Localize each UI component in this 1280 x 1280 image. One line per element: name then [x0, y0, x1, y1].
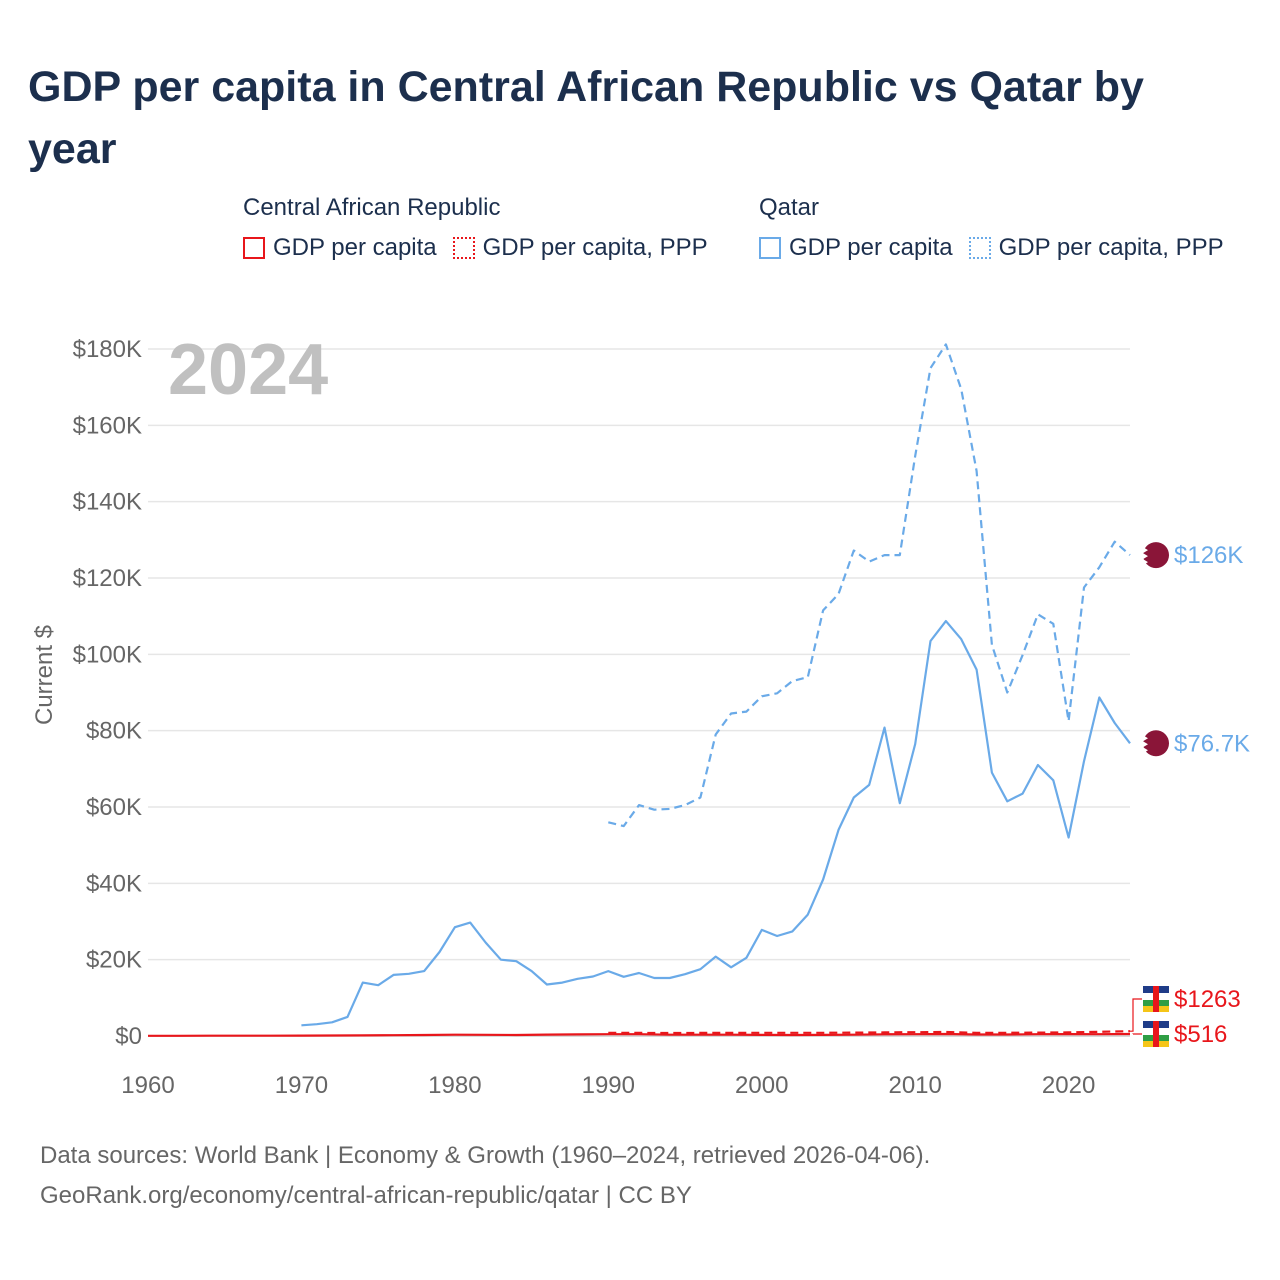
chart-title: GDP per capita in Central African Republ…	[28, 63, 1144, 173]
y-tick-label: $140K	[73, 489, 142, 516]
flag-serration	[1143, 735, 1148, 754]
x-tick-label: 1970	[275, 1072, 328, 1099]
central-african-republic-flag-icon	[1143, 1021, 1169, 1047]
x-tick-label: 2010	[888, 1072, 941, 1099]
legend-swatch-dotted	[452, 237, 475, 259]
y-tick-label: $80K	[86, 718, 142, 745]
series-line-car-ppp	[608, 1030, 1131, 1035]
series-line-qatar-gdp	[301, 619, 1131, 1027]
x-tick-label: 1980	[428, 1072, 481, 1099]
y-tick-label: $0	[115, 1023, 142, 1050]
legend-item-qatar-gdp[interactable]: GDP per capita	[759, 234, 953, 262]
flag-disc	[1143, 730, 1169, 757]
x-tick-label: 1960	[121, 1072, 174, 1099]
legend-swatch-dotted	[968, 237, 991, 259]
y-tick-label: $60K	[86, 794, 142, 821]
legend-group-qatar: Qatar GDP per capita GDP per capita, PPP	[759, 194, 1240, 262]
flag-band-red	[1153, 1021, 1159, 1047]
x-tick-label: 2000	[735, 1072, 788, 1099]
legend-swatch-solid	[759, 237, 781, 259]
legend-label: GDP per capita	[789, 234, 953, 261]
x-tick-label: 1990	[582, 1072, 635, 1099]
year-watermark: 2024	[168, 330, 328, 410]
legend-country-qatar: Qatar	[759, 194, 820, 221]
end-value-label: $76.7K	[1174, 730, 1250, 757]
series-line-qatar-ppp	[608, 343, 1131, 828]
legend-label: GDP per capita, PPP	[998, 234, 1224, 261]
y-tick-label: $160K	[73, 412, 142, 439]
flag-band-red	[1153, 986, 1159, 1012]
qatar-flag-icon	[1143, 542, 1169, 569]
data-sources: Data sources: World Bank | Economy & Gro…	[40, 1142, 931, 1169]
legend-label: GDP per capita, PPP	[482, 234, 708, 261]
x-tick-label: 2020	[1042, 1072, 1095, 1099]
source-link[interactable]: GeoRank.org/economy/central-african-repu…	[40, 1182, 692, 1209]
y-tick-label: $120K	[73, 565, 142, 592]
y-tick-label: $40K	[86, 870, 142, 897]
central-african-republic-flag-icon	[1143, 986, 1169, 1012]
legend-item-car-gdp-ppp[interactable]: GDP per capita, PPP	[452, 234, 708, 262]
legend-item-qatar-gdp-ppp[interactable]: GDP per capita, PPP	[968, 234, 1224, 262]
y-tick-label: $20K	[86, 947, 142, 974]
flag-serration	[1143, 547, 1148, 566]
legend-swatch-solid	[243, 237, 265, 259]
line-chart: $0 $20K $40K $60K $80K $100K $120K $140K $160K $1…	[31, 330, 1250, 1099]
flag-disc	[1143, 542, 1169, 569]
label-connector	[1130, 998, 1142, 1032]
end-value-label: $126K	[1174, 542, 1243, 569]
footer: Data sources: World Bank | Economy & Gro…	[40, 1136, 930, 1216]
end-value-label: $516	[1174, 1021, 1227, 1048]
legend-label: GDP per capita	[273, 234, 437, 261]
series-line-car-gdp	[148, 1032, 1131, 1037]
y-axis-label: Current $	[31, 625, 58, 725]
end-value-label: $1263	[1174, 986, 1241, 1013]
legend-group-car: Central African Republic GDP per capita …	[243, 194, 724, 262]
legend-item-car-gdp[interactable]: GDP per capita	[243, 234, 437, 262]
y-tick-label: $100K	[73, 641, 142, 668]
qatar-flag-icon	[1143, 730, 1169, 757]
y-tick-label: $180K	[73, 336, 142, 363]
legend-country-car: Central African Republic	[243, 194, 501, 221]
